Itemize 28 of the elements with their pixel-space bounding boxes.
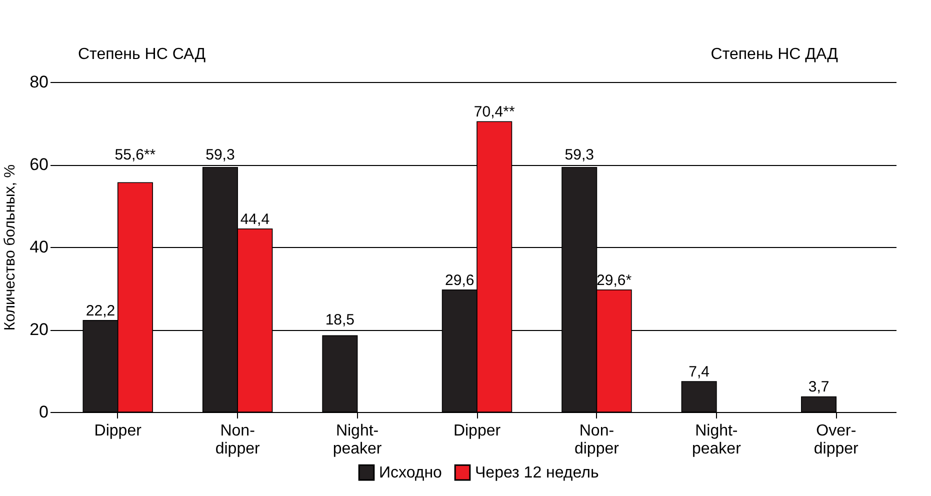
y-tick-label: 0: [39, 402, 48, 422]
data-label: 59,3: [206, 146, 235, 164]
data-label: 3,7: [808, 378, 830, 396]
text: Степень НС САД: [78, 46, 206, 63]
y-axis-title: Количество больных, %: [2, 164, 19, 331]
y-tick-label: 40: [30, 238, 48, 256]
y-tick-label: 80: [30, 72, 48, 92]
x-tick-label: Dipper: [453, 422, 502, 440]
x-tick-label: Night-peaker: [332, 422, 382, 458]
x-tick-label: Dipper: [94, 422, 142, 440]
text: Степень НС ДАД: [710, 46, 838, 63]
data-label: 7,4: [688, 363, 710, 380]
x-tick-label: Night-peaker: [692, 422, 742, 458]
data-label: 29,6: [445, 272, 474, 289]
y-tick-label: 60: [30, 155, 48, 174]
data-label: 44,4: [240, 210, 270, 228]
x-tick-label: Non-dipper: [574, 422, 620, 458]
data-label: 18,5: [325, 312, 355, 328]
x-tick-label: Over-dipper: [814, 422, 860, 458]
legend-label: Через 12 недель: [475, 464, 599, 482]
y-tick-label: 20: [30, 320, 48, 339]
data-label: 70,4**: [474, 104, 515, 121]
data-label: 22,2: [86, 302, 116, 320]
data-label: 29,6*: [596, 272, 632, 289]
data-label: 59,3: [564, 146, 594, 164]
x-tick-label: Non-dipper: [215, 422, 260, 458]
legend-label: Исходно: [379, 464, 442, 482]
data-label: 55,6**: [114, 146, 156, 164]
